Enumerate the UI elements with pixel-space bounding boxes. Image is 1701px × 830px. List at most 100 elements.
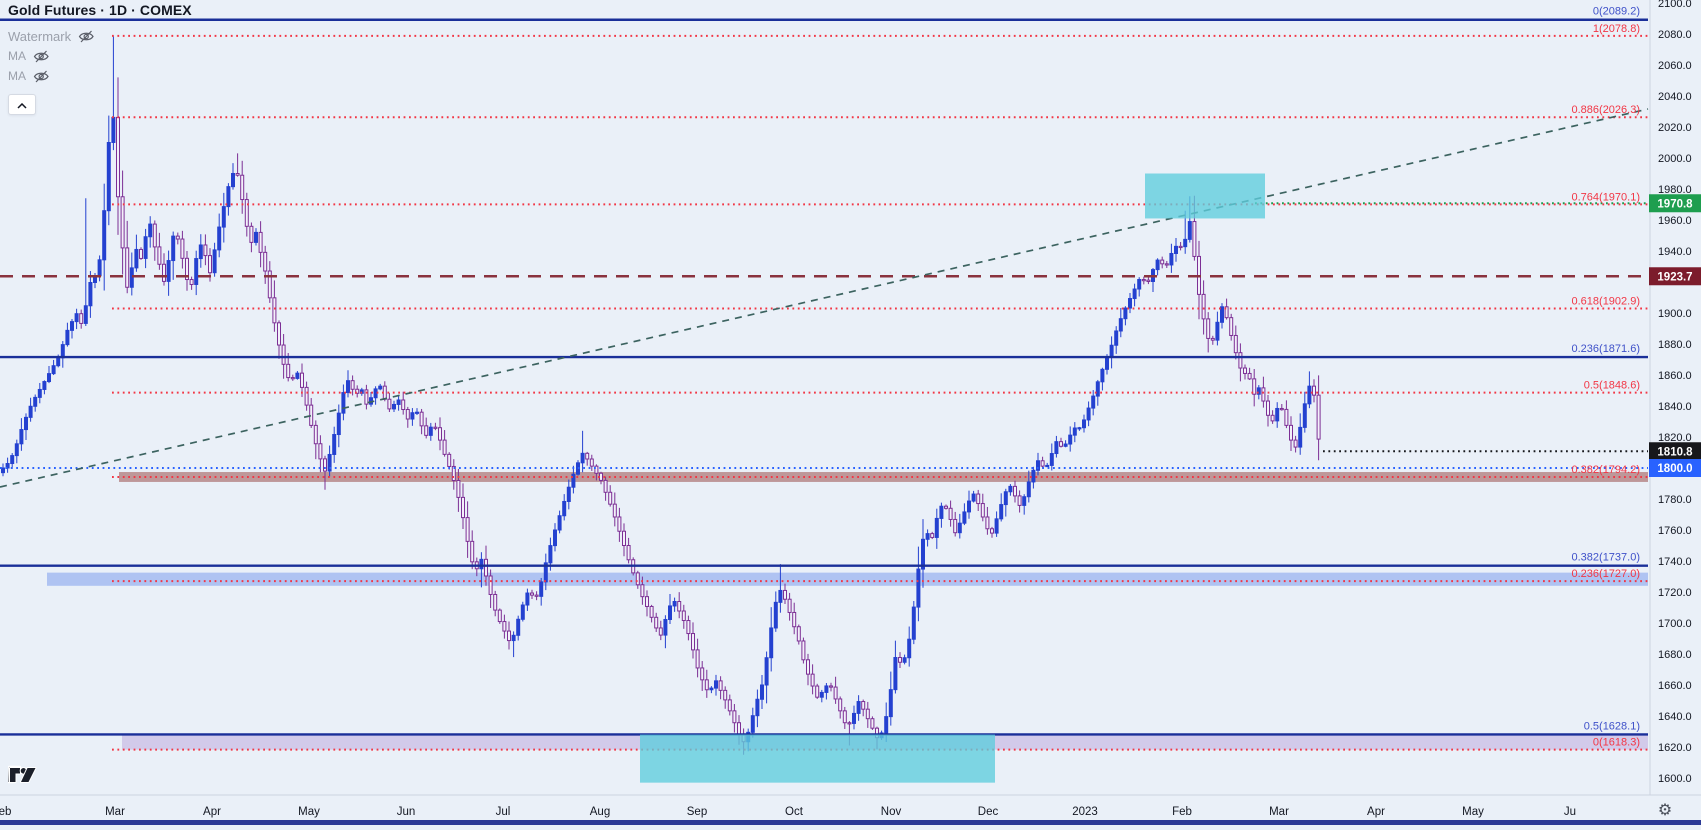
candle-up <box>1036 460 1040 471</box>
candle-up <box>1114 330 1119 346</box>
candle-up <box>709 687 714 691</box>
highlight-boxes-layer[interactable] <box>640 173 1265 783</box>
candle-up <box>28 405 33 418</box>
candle-up <box>884 716 889 734</box>
price-tick-label: 2000.0 <box>1658 153 1692 165</box>
candle-up <box>194 258 199 285</box>
candle-up <box>907 638 912 659</box>
candle-up <box>37 388 42 398</box>
time-tick-label: 2023 <box>1072 806 1098 818</box>
candle-down <box>700 667 705 681</box>
candle-up <box>410 412 415 420</box>
candle-up <box>911 606 916 640</box>
candle-down <box>847 722 852 725</box>
candle-up <box>962 511 967 524</box>
highlight-box[interactable] <box>640 734 995 783</box>
candle-down <box>1233 334 1238 354</box>
candle-up <box>939 505 944 519</box>
candle-up <box>1077 427 1082 430</box>
candle-down <box>727 699 732 712</box>
eye-off-icon[interactable] <box>33 50 50 63</box>
candle-down <box>281 344 286 365</box>
price-tick-label: 1900.0 <box>1658 308 1692 320</box>
candle-down <box>980 503 985 518</box>
candle-down <box>286 363 291 379</box>
candle-up <box>1003 491 1008 506</box>
chevron-up-icon <box>17 96 27 114</box>
time-tick-label: Aug <box>590 806 610 818</box>
candle-up <box>51 365 56 375</box>
candle-down <box>461 496 465 519</box>
candle-down <box>1293 439 1298 448</box>
price-axis[interactable]: 2100.0 2080.0 2060.0 2040.0 2020.0 2000.0 1980… <box>0 0 1701 796</box>
time-tick-label: May <box>298 806 320 818</box>
fib-red-label: 0.618(1902.9) <box>1572 296 1641 308</box>
legend-collapse-button[interactable] <box>8 94 36 115</box>
time-tick-label: May <box>1462 806 1484 818</box>
drawings-layer[interactable] <box>0 18 1649 751</box>
candle-down <box>723 689 728 701</box>
candle-down <box>603 479 608 493</box>
price-tick-label: 1820.0 <box>1658 432 1692 444</box>
candle-down <box>815 685 820 698</box>
legend-item-watermark[interactable]: Watermark <box>8 26 192 46</box>
fib-red-label: 0.5(1848.6) <box>1584 380 1640 392</box>
candle-up <box>396 399 401 405</box>
candle-up <box>921 538 925 570</box>
candle-down <box>1261 387 1266 402</box>
candle-up <box>111 116 116 143</box>
candle-up <box>1008 485 1013 493</box>
candle-up <box>1174 245 1178 254</box>
candle-up <box>1026 481 1031 498</box>
legend-item-ma2[interactable]: MA <box>8 66 192 86</box>
trendline[interactable] <box>0 108 1649 488</box>
time-tick-label: Feb <box>1172 806 1192 818</box>
zones-layer[interactable] <box>47 472 1648 750</box>
candle-up <box>1049 453 1054 466</box>
time-axis[interactable]: eb Mar Apr May Jun Jul Aug Sep Oct Nov Dec 2023 Feb M… <box>0 806 1576 818</box>
candle-up <box>888 689 893 718</box>
fib-blue-label: 0.382(1737.0) <box>1572 552 1641 564</box>
candle-up <box>102 210 107 261</box>
timezone-settings-gear-icon[interactable]: ⚙ <box>1652 798 1678 820</box>
price-zone-band[interactable] <box>119 472 1648 482</box>
candle-down <box>1270 414 1275 422</box>
candle-down <box>645 596 649 607</box>
candle-down <box>364 389 369 405</box>
candle-down <box>585 452 590 460</box>
candle-up <box>1183 238 1188 248</box>
legend-item-ma1[interactable]: MA <box>8 46 192 66</box>
candle-down <box>1059 441 1063 447</box>
eye-off-icon[interactable] <box>33 70 50 83</box>
candle-down <box>387 398 392 410</box>
candle-down <box>695 649 700 669</box>
candle-up <box>5 463 10 469</box>
candle-up <box>1155 259 1160 271</box>
candle-down <box>617 516 622 532</box>
fib-blue-label: 0(2089.2) <box>1593 6 1640 18</box>
candle-down <box>290 377 295 380</box>
candle-down <box>401 399 406 411</box>
price-label-badge <box>1649 267 1701 286</box>
candle-up <box>217 226 222 251</box>
highlight-box[interactable] <box>1145 173 1265 219</box>
candle-down <box>1013 485 1017 497</box>
candle-down <box>203 244 208 257</box>
candle-down <box>318 443 323 460</box>
symbol-title: Gold Futures · 1D · COMEX <box>8 2 192 18</box>
price-tick-label: 1680.0 <box>1658 649 1692 661</box>
eye-off-icon[interactable] <box>78 30 95 43</box>
price-zone-band[interactable] <box>47 572 1648 586</box>
candle-up <box>916 568 921 608</box>
candle-down <box>626 545 631 561</box>
candle-up <box>672 601 677 607</box>
tradingview-logo-icon[interactable] <box>7 764 38 791</box>
time-tick-label: Oct <box>785 806 804 818</box>
candle-up <box>1082 419 1086 429</box>
candle-up <box>769 627 774 659</box>
candle-down <box>484 558 488 577</box>
candle-down <box>433 426 438 429</box>
candle-up <box>824 685 829 693</box>
